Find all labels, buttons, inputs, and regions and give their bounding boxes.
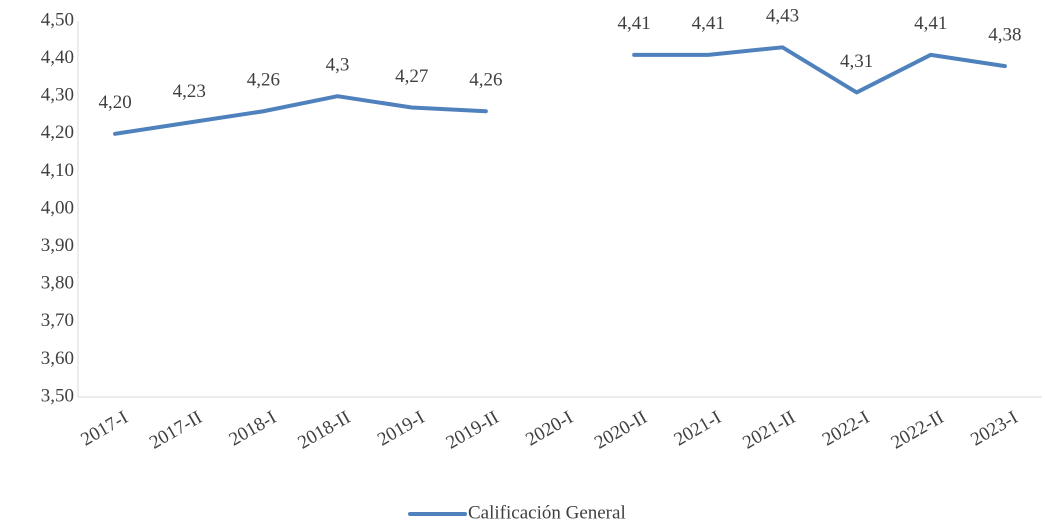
data-label: 4,26 [247,70,280,91]
y-tick-label: 4,30 [41,85,74,106]
data-label: 4,41 [914,13,947,34]
x-tick-label: 2021-II [739,407,799,454]
y-tick-label: 3,90 [41,235,74,256]
y-tick-label: 4,10 [41,160,74,181]
x-tick-label: 2020-I [522,407,576,451]
x-tick-label: 2017-I [77,407,131,451]
x-tick-label: 2023-I [967,407,1021,451]
y-tick-label: 4,50 [41,9,74,30]
x-tick-label: 2018-I [226,407,280,451]
data-label: 4,41 [692,13,725,34]
x-tick-label: 2019-I [374,407,428,451]
x-tick-label: 2017-II [146,407,206,454]
x-tick-label: 2022-II [888,407,948,454]
data-label: 4,23 [173,81,206,102]
x-tick-label: 2022-I [819,407,873,451]
data-label: 4,3 [326,55,350,76]
y-tick-label: 4,00 [41,197,74,218]
data-label: 4,43 [766,6,799,27]
y-tick-label: 3,60 [41,348,74,369]
data-label: 4,31 [840,51,873,72]
x-tick-label: 2021-I [671,407,725,451]
x-tick-label: 2019-II [443,407,503,454]
data-label: 4,27 [395,66,428,87]
data-label: 4,26 [469,70,502,91]
x-tick-label: 2018-II [294,407,354,454]
legend-label: Calificación General [468,502,626,523]
y-tick-label: 4,20 [41,122,74,143]
y-tick-label: 3,70 [41,310,74,331]
x-tick-label: 2020-II [591,407,651,454]
y-tick-label: 4,40 [41,47,74,68]
y-tick-label: 3,80 [41,273,74,294]
data-label: 4,41 [618,13,651,34]
data-label: 4,20 [98,92,131,113]
line-series [113,45,1007,136]
y-tick-label: 3,50 [41,385,74,406]
data-label: 4,38 [988,24,1021,45]
